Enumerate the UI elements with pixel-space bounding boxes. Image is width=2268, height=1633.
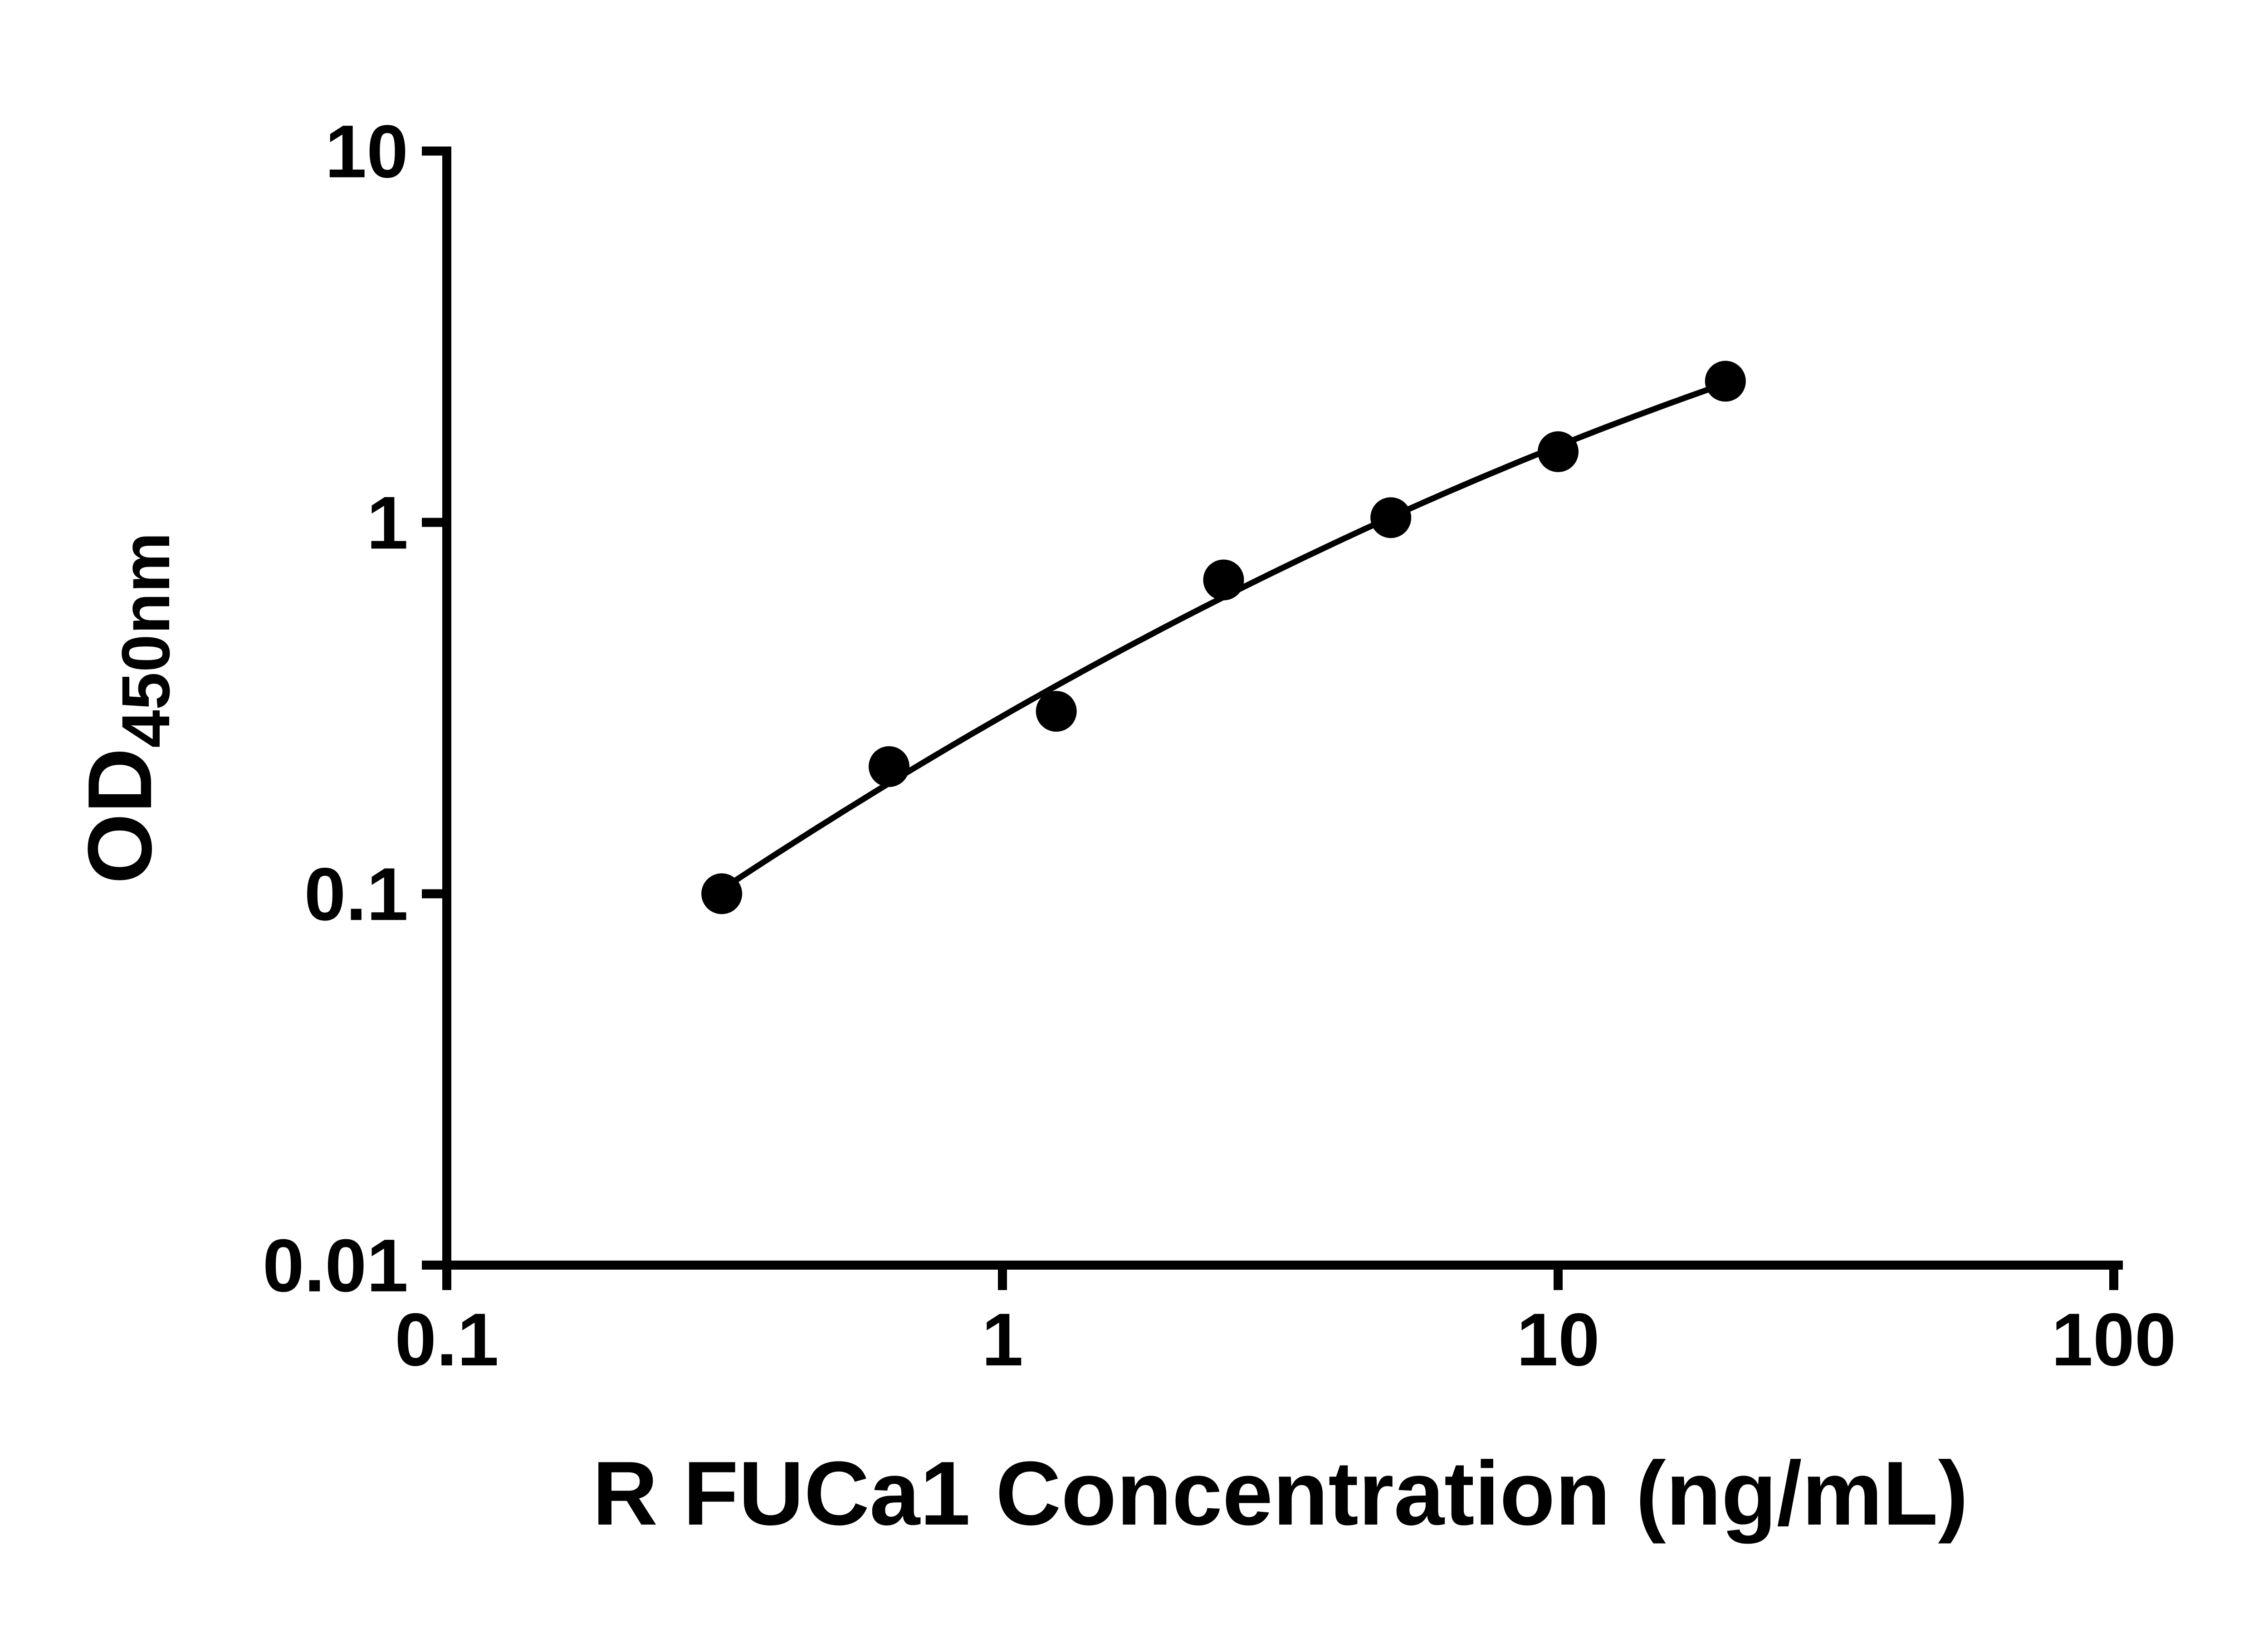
y-axis-tick-label: 0.1 xyxy=(304,852,408,936)
data-point xyxy=(1203,559,1244,601)
y-axis-title-subscript: 450nm xyxy=(108,532,184,748)
axes-spine xyxy=(442,147,2123,1270)
data-point xyxy=(1036,691,1077,732)
y-axis-tick-label: 0.01 xyxy=(263,1224,408,1307)
y-axis-title-main: OD xyxy=(69,748,171,884)
x-axis-tick-label: 1 xyxy=(982,1298,1023,1381)
data-point xyxy=(701,873,743,914)
data-point xyxy=(1370,497,1412,538)
x-axis-tick-label: 10 xyxy=(1516,1298,1600,1381)
y-axis-tick-label: 10 xyxy=(325,110,408,193)
x-axis-title: R FUCa1 Concentration (ng/mL) xyxy=(592,1443,1968,1544)
y-axis-tick-label: 1 xyxy=(367,481,408,564)
y-axis-title: OD450nm xyxy=(69,532,184,884)
data-point xyxy=(1538,431,1579,472)
data-point xyxy=(1705,361,1746,402)
x-axis-tick-label: 100 xyxy=(2051,1298,2176,1381)
x-axis-tick-label: 0.1 xyxy=(395,1298,499,1381)
data-point xyxy=(869,746,909,787)
